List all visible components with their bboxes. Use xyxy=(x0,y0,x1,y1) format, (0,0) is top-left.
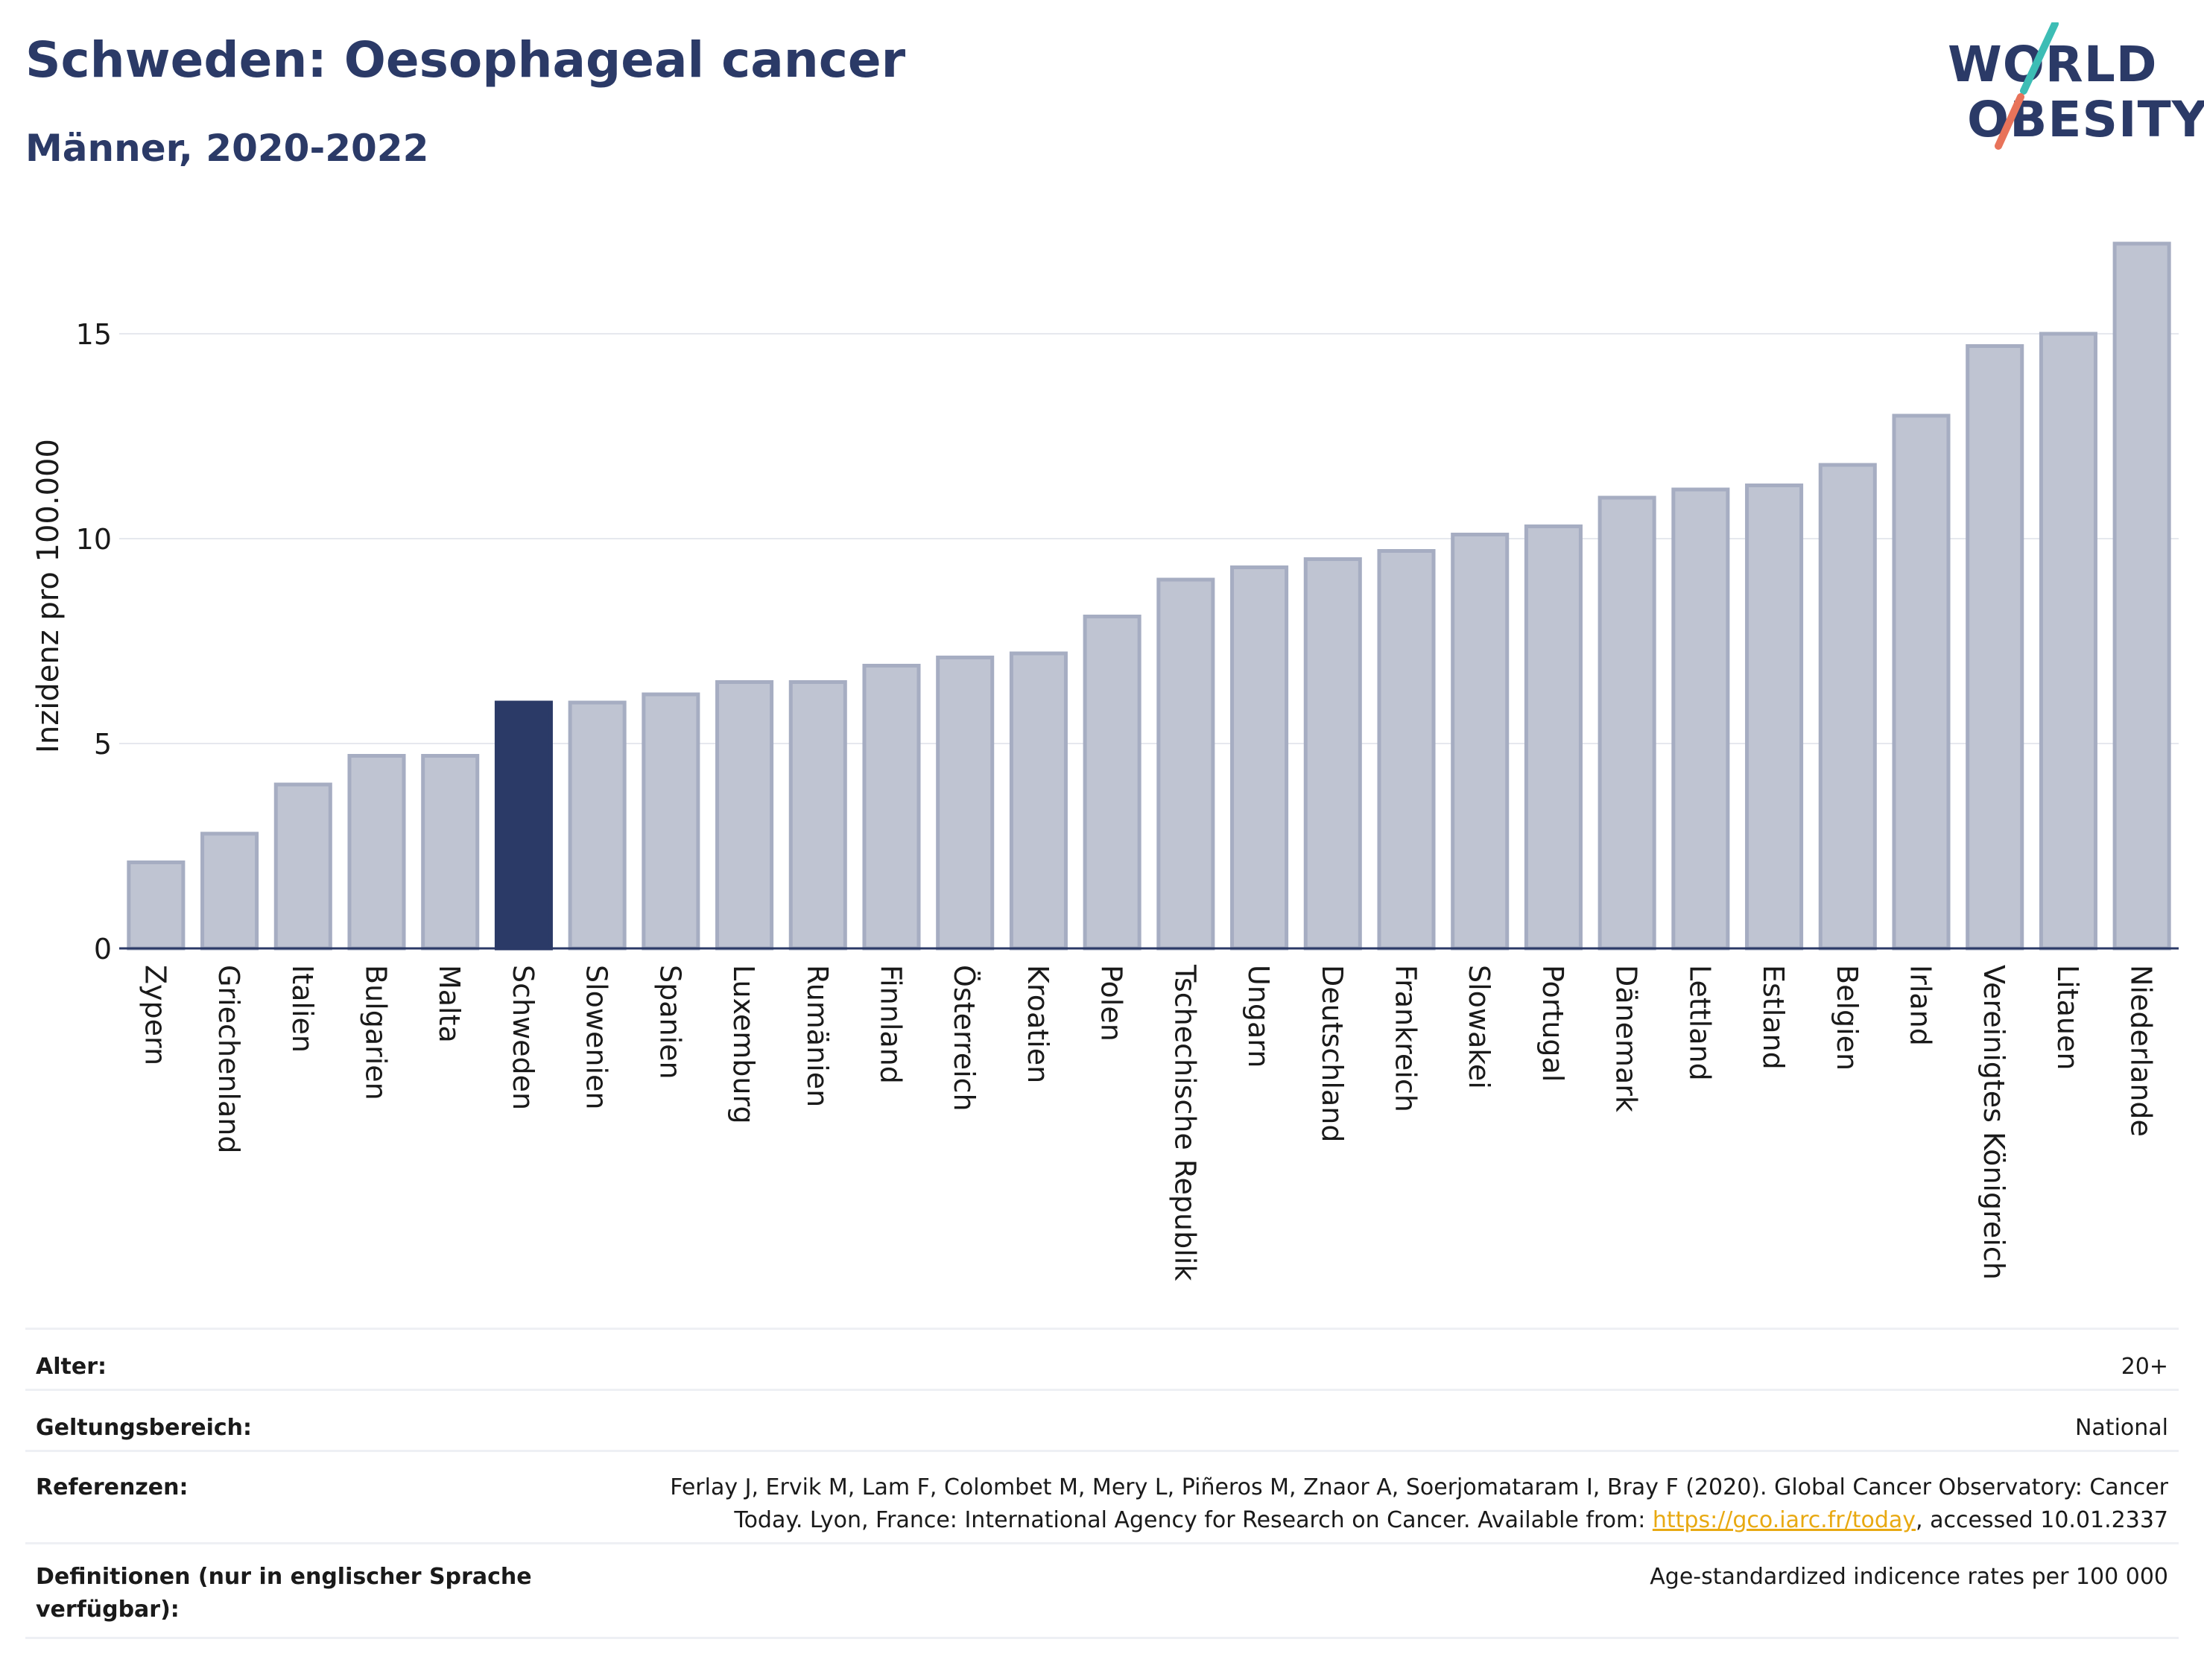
scope-label: Geltungsbereich: xyxy=(36,1415,253,1441)
age-label: Alter: xyxy=(36,1354,107,1380)
bar-ungarn[interactable] xyxy=(1230,565,1289,951)
logo-slash-icon xyxy=(1995,22,2059,150)
bar-lettland[interactable] xyxy=(1671,487,1730,951)
x-tick-label: Österreich xyxy=(948,965,981,1112)
x-tick-label: Ungarn xyxy=(1242,965,1275,1068)
scope-value: National xyxy=(2074,1415,2168,1441)
bar-polen[interactable] xyxy=(1083,615,1141,951)
meta-row-scope: Geltungsbereich: National xyxy=(25,1389,2179,1452)
x-tick-label: Slowakei xyxy=(1463,965,1495,1089)
logo-line-1: WORLD xyxy=(1948,36,2158,93)
bar-dänemark[interactable] xyxy=(1597,495,1656,951)
bar-griechenland[interactable] xyxy=(200,831,259,951)
bar-tschechische-republik[interactable] xyxy=(1156,577,1215,951)
y-tick-label: 0 xyxy=(94,933,112,966)
bar-frankreich[interactable] xyxy=(1377,549,1436,951)
x-tick-label: Bulgarien xyxy=(360,965,393,1100)
definitions-label: Definitionen (nur in englischer Sprache … xyxy=(36,1561,532,1626)
bar-litauen[interactable] xyxy=(2039,332,2097,951)
bar-schweden[interactable] xyxy=(494,700,553,951)
references-line-2: Today. Lyon, France: International Agenc… xyxy=(670,1504,2168,1537)
world-obesity-logo[interactable]: WORLD OBESITY xyxy=(1937,22,2204,156)
x-tick-label: Frankreich xyxy=(1390,965,1422,1112)
y-axis-label: Inzidenz pro 100.000 xyxy=(31,439,66,753)
x-tick-label: Deutschland xyxy=(1316,965,1349,1142)
x-tick-label: Irland xyxy=(1904,965,1937,1046)
x-tick-label: Malta xyxy=(433,965,466,1043)
chart-title: Schweden: Oesophageal cancer xyxy=(25,31,906,89)
meta-row-references: Referenzen: Ferlay J, Ervik M, Lam F, Co… xyxy=(25,1450,2179,1544)
references-label: Referenzen: xyxy=(36,1474,189,1500)
bar-chart: 0 5 10 15 Zypern Griechenland Italien Bulgarie… xyxy=(31,241,2179,1281)
bar-niederlande[interactable] xyxy=(2112,241,2171,951)
definitions-label-line-2: verfügbar): xyxy=(36,1597,180,1623)
bar-irland[interactable] xyxy=(1892,413,1951,951)
bar-bulgarien[interactable] xyxy=(347,754,406,951)
x-tick-label: Italien xyxy=(286,965,319,1053)
references-line-1: Ferlay J, Ervik M, Lam F, Colombet M, Me… xyxy=(670,1474,2168,1500)
x-tick-label: Tschechische Republik xyxy=(1168,964,1201,1281)
bar-finnland[interactable] xyxy=(862,664,921,951)
references-link[interactable]: https://gco.iarc.fr/today xyxy=(1652,1507,1916,1533)
bar-italien[interactable] xyxy=(273,782,332,951)
x-tick-label: Portugal xyxy=(1536,965,1569,1082)
x-tick-label: Spanien xyxy=(653,965,686,1080)
bar-slowenien[interactable] xyxy=(568,700,627,951)
age-value: 20+ xyxy=(2121,1354,2168,1380)
definitions-value: Age-standardized indicence rates per 100… xyxy=(1650,1564,2168,1590)
bar-spanien[interactable] xyxy=(642,692,700,951)
x-tick-label: Finnland xyxy=(875,965,908,1084)
x-tick-label: Estland xyxy=(1757,965,1790,1070)
bar-kroatien[interactable] xyxy=(1009,651,1068,951)
bar-belgien[interactable] xyxy=(1818,463,1877,951)
x-tick-label: Polen xyxy=(1095,965,1128,1042)
bar-zypern[interactable] xyxy=(127,860,186,951)
bar-slowakei[interactable] xyxy=(1451,533,1510,951)
x-tick-label: Griechenland xyxy=(212,965,245,1154)
x-tick-label: Litauen xyxy=(2051,965,2084,1070)
x-tick-label: Luxemburg xyxy=(727,965,760,1124)
meta-row-age: Alter: 20+ xyxy=(25,1328,2179,1391)
references-line-2-text: Today. Lyon, France: International Agenc… xyxy=(734,1507,1653,1533)
bar-vereinigtes-königreich[interactable] xyxy=(1966,344,2024,951)
references-line-2-suffix: , accessed 10.01.2337 xyxy=(1916,1507,2168,1533)
x-tick-label: Kroatien xyxy=(1022,965,1054,1083)
bar-malta[interactable] xyxy=(421,754,480,951)
bar-portugal[interactable] xyxy=(1524,524,1583,951)
definitions-label-line-1: Definitionen (nur in englischer Sprache xyxy=(36,1564,532,1590)
bar-deutschland[interactable] xyxy=(1303,557,1362,951)
bar-rumänien[interactable] xyxy=(788,680,847,951)
references-value: Ferlay J, Ervik M, Lam F, Colombet M, Me… xyxy=(670,1471,2168,1537)
y-tick-label: 5 xyxy=(94,728,112,761)
y-tick-label: 10 xyxy=(76,523,112,556)
bar-estland[interactable] xyxy=(1745,484,1804,951)
y-tick-label: 15 xyxy=(76,318,112,351)
x-tick-label: Lettland xyxy=(1683,965,1716,1081)
meta-row-definitions: Definitionen (nur in englischer Sprache … xyxy=(25,1542,2179,1639)
x-tick-label: Zypern xyxy=(139,965,171,1065)
x-tick-label: Schweden xyxy=(507,965,539,1110)
y-axis-ticks: 0 5 10 15 xyxy=(76,318,112,966)
x-tick-label: Dänemark xyxy=(1610,965,1643,1112)
x-tick-label: Rumänien xyxy=(801,965,834,1107)
x-tick-label: Belgien xyxy=(1831,965,1863,1071)
x-tick-label: Vereinigtes Königreich xyxy=(1977,965,2010,1280)
x-axis-labels: Zypern Griechenland Italien Bulgarien Malta S… xyxy=(139,964,2157,1281)
x-tick-label: Slowenien xyxy=(580,965,613,1110)
bar-österreich[interactable] xyxy=(936,656,995,951)
x-tick-label: Niederlande xyxy=(2125,965,2158,1137)
bar-luxemburg[interactable] xyxy=(715,680,774,951)
chart-subtitle: Männer, 2020-2022 xyxy=(25,127,429,170)
bars xyxy=(127,241,2171,951)
